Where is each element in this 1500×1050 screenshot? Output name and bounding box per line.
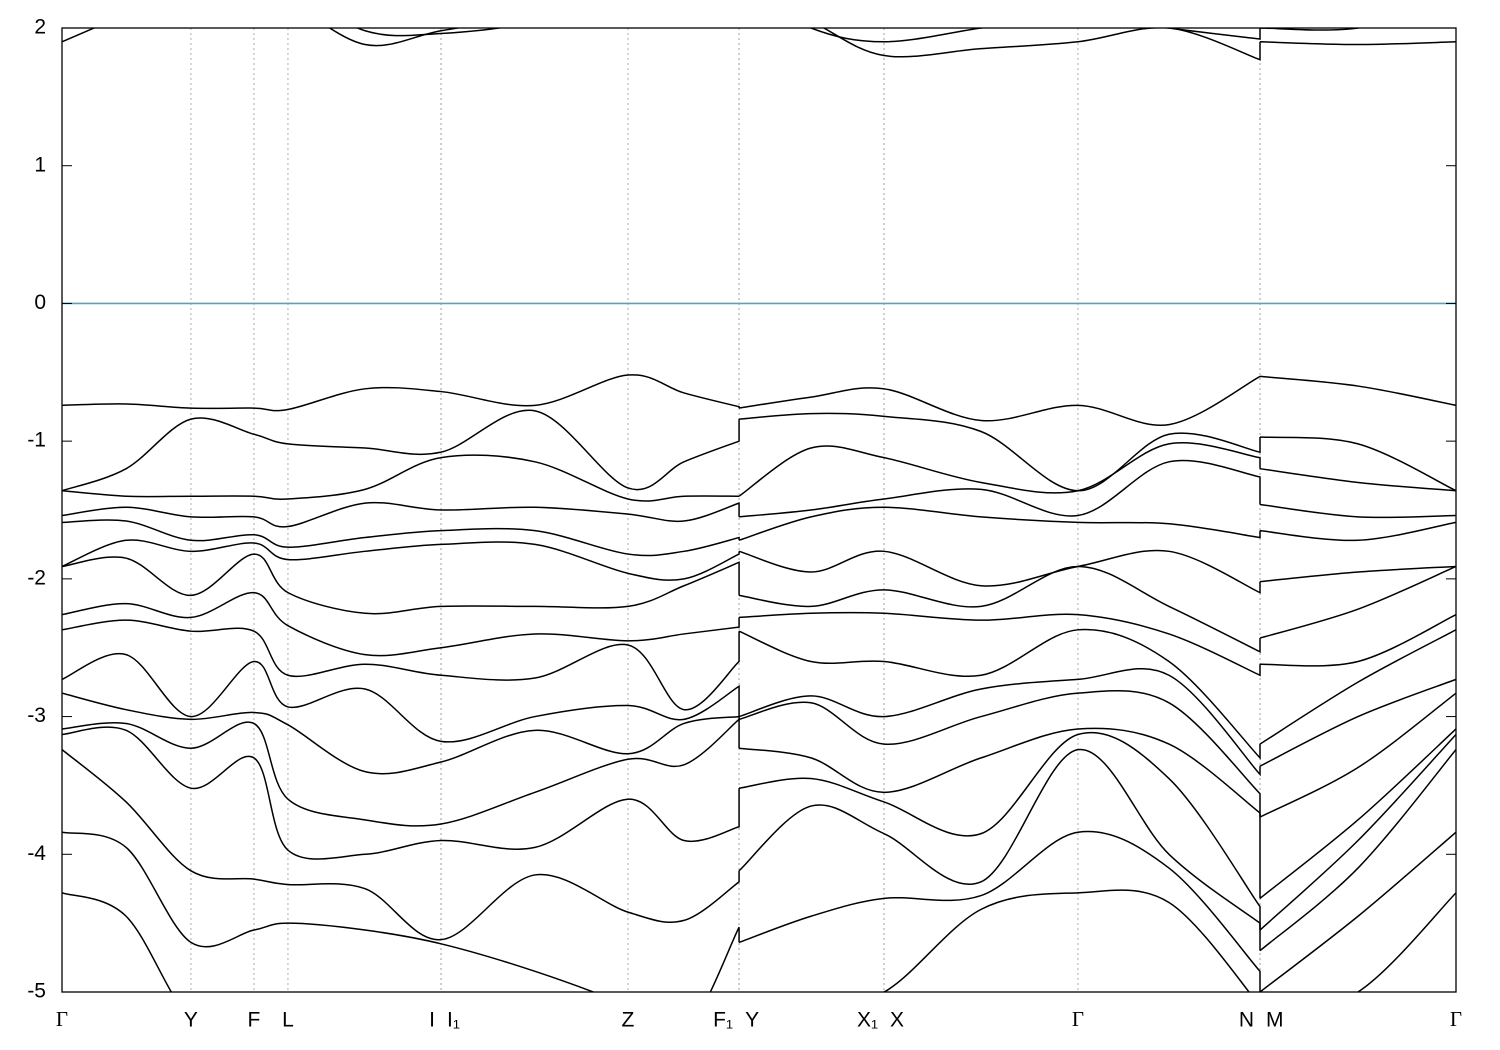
band	[62, 506, 1456, 557]
x-tick-label: I₁	[447, 1009, 460, 1032]
labels: 2 1 0 -1 -2 -3 -4 -5 Γ Y F L I I₁ Z F₁ Y X₁ X Γ N M Γ	[27, 16, 1462, 1032]
x-tick-label: F₁	[713, 1009, 733, 1032]
band	[62, 689, 1456, 818]
x-tick-label: I	[429, 1009, 435, 1032]
band	[62, 409, 1456, 492]
band	[62, 442, 1456, 502]
x-tick-label: Z	[622, 1009, 635, 1032]
band	[62, 459, 1456, 528]
x-tick-label: L	[282, 1009, 294, 1032]
bands	[62, 28, 1456, 992]
y-tick-label: -4	[27, 842, 46, 865]
x-tick-label: Γ	[56, 1007, 68, 1031]
y-tick-label: 1	[34, 153, 46, 176]
x-tick-label: M	[1266, 1009, 1284, 1032]
band	[62, 652, 1456, 777]
x-tick-label: F	[248, 1009, 261, 1032]
y-tick-label: 0	[34, 291, 46, 314]
band	[62, 717, 1456, 899]
x-tick-label: X	[890, 1009, 904, 1032]
band	[62, 726, 1456, 931]
x-tick-label: Y	[745, 1009, 759, 1032]
band	[355, 28, 1363, 43]
band	[62, 619, 1456, 760]
y-tick-label: -1	[27, 429, 46, 452]
y-tick-label: -3	[27, 704, 46, 727]
x-tick-label: X₁	[857, 1009, 878, 1032]
y-tick-label: -5	[27, 980, 46, 1003]
x-tick-label: Γ	[1450, 1007, 1462, 1031]
grid	[61, 28, 1457, 992]
y-tick-label: -2	[27, 566, 46, 589]
x-tick-label: Γ	[1072, 1007, 1084, 1031]
x-tick-label: Y	[184, 1009, 198, 1032]
band	[62, 830, 1456, 992]
band	[62, 374, 1456, 427]
band	[62, 28, 1456, 61]
plot-frame	[61, 27, 1457, 993]
y-tick-label: 2	[34, 16, 46, 39]
band	[62, 539, 1456, 594]
band	[62, 553, 1456, 654]
x-tick-label: N	[1239, 1009, 1254, 1032]
band	[62, 591, 1456, 677]
band	[62, 748, 1456, 952]
